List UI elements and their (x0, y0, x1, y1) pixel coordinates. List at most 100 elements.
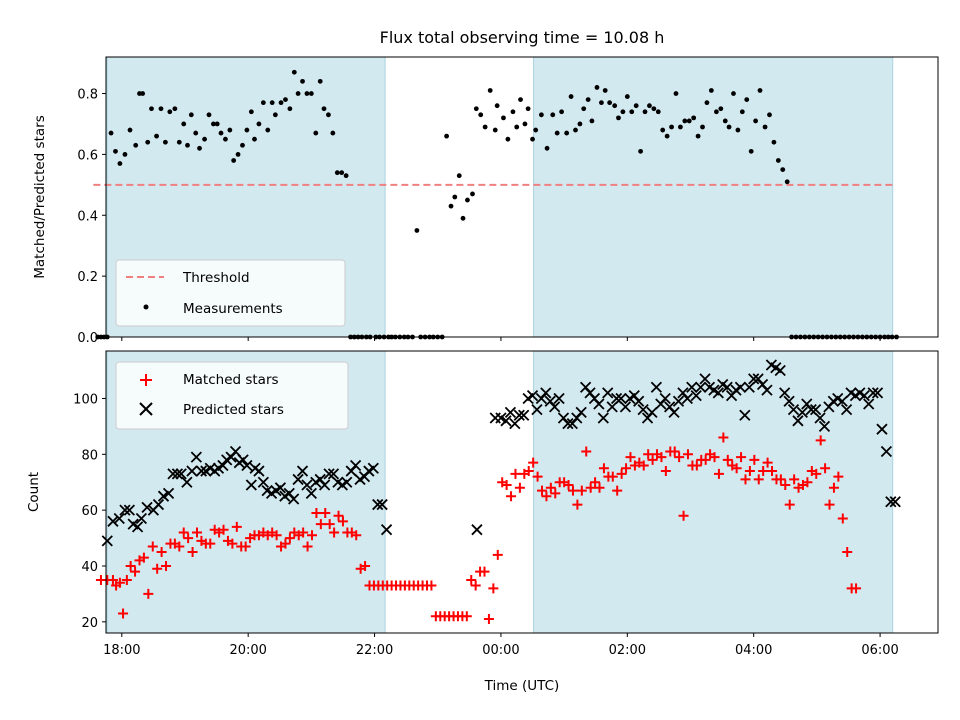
matched-star-point (789, 474, 800, 485)
predicted-star-point (305, 487, 318, 500)
measurement-point (568, 94, 574, 99)
measurement-point (612, 103, 618, 109)
predicted-star-point (739, 409, 751, 421)
legend-matched-label: Matched stars (183, 372, 279, 388)
measurement-point (193, 130, 199, 136)
observing-window-2 (533, 351, 893, 633)
legend-predicted-label: Predicted stars (183, 402, 284, 418)
measurement-point (260, 100, 266, 106)
predicted-star-point (774, 364, 786, 377)
matched-star-point (130, 566, 141, 577)
y-tick-label: 0.0 (77, 331, 98, 346)
measurement-point (581, 106, 587, 112)
predicted-star-point (181, 476, 193, 488)
measurement-point (510, 109, 516, 115)
predicted-star-point (659, 392, 671, 405)
predicted-star-point (292, 473, 304, 486)
measurement-point (775, 158, 781, 163)
measurement-point (700, 124, 705, 130)
y-tick-label: 20 (81, 616, 98, 631)
y-tick-label: 0.6 (77, 148, 98, 163)
predicted-star-point (175, 468, 187, 480)
measurement-point (448, 203, 454, 209)
measurement-point (624, 94, 630, 99)
predicted-star-point (119, 504, 131, 516)
matched-star-point (647, 454, 658, 465)
matched-star-point (333, 510, 344, 521)
matched-star-point (337, 516, 348, 527)
x-tick-label: 02:00 (609, 643, 646, 658)
predicted-star-point (575, 406, 587, 419)
matched-star-point (298, 527, 309, 538)
y-tick-label: 40 (81, 560, 98, 575)
measurement-point (784, 179, 790, 185)
predicted-star-point (323, 468, 335, 480)
y-tick-label: 0.8 (77, 88, 98, 103)
matched-star-point (736, 452, 747, 463)
predicted-star-point (787, 403, 800, 416)
matched-star-point (802, 477, 813, 488)
predicted-star-point (681, 392, 693, 405)
measurement-point (295, 91, 301, 96)
matched-star-point (713, 468, 724, 479)
predicted-star-point (195, 465, 208, 477)
matched-star-point (360, 560, 371, 571)
measurement-point (256, 121, 262, 127)
measurement-point (465, 197, 470, 203)
matched-star-point (590, 477, 601, 488)
predicted-star-point (518, 409, 530, 421)
observing-window-2 (533, 57, 893, 337)
predicted-star-point (619, 401, 632, 413)
measurement-point (602, 88, 608, 93)
measurement-point (544, 145, 550, 151)
measurement-point (272, 112, 278, 118)
predicted-star-point (135, 512, 148, 525)
predicted-star-point (867, 387, 879, 399)
matched-star-point (174, 541, 185, 552)
predicted-star-point (241, 459, 253, 472)
measurement-point (589, 118, 595, 124)
predicted-star-point (526, 390, 539, 402)
matched-star-point (616, 468, 627, 479)
matched-star-point (780, 480, 791, 491)
predicted-star-point (672, 395, 685, 407)
predicted-star-point (885, 496, 897, 508)
measurement-point (334, 170, 340, 176)
matched-star-point (271, 530, 282, 541)
measurement-point (414, 228, 420, 233)
y-tick-label: 0.2 (77, 270, 98, 285)
predicted-star-point (699, 373, 711, 385)
measurement-point (655, 109, 661, 115)
measurement-point (482, 124, 488, 130)
measurement-point (145, 139, 151, 145)
predicted-star-point (809, 403, 822, 416)
matched-star-point (231, 521, 242, 532)
matched-star-point (572, 499, 583, 510)
chart-title: Flux total observing time = 10.08 h (380, 28, 665, 47)
matched-star-point (532, 471, 543, 482)
measurement-point (313, 130, 319, 136)
predicted-star-point (792, 415, 804, 427)
matched-star-point (621, 463, 632, 474)
matched-star-point (660, 466, 671, 477)
predicted-star-point (471, 524, 483, 536)
measurement-point (686, 118, 692, 124)
predicted-star-point (646, 406, 658, 419)
matched-star-point (550, 488, 561, 499)
predicted-star-point (606, 401, 618, 413)
matched-star-point (492, 549, 503, 560)
measurement-point (211, 121, 216, 127)
measurement-point (248, 109, 254, 115)
matched-star-point (479, 566, 490, 577)
measurement-point (744, 97, 750, 103)
measurement-point (265, 127, 271, 133)
matched-star-point (656, 452, 667, 463)
predicted-star-point (783, 395, 795, 407)
measurement-point (718, 106, 724, 112)
predicted-star-point (513, 409, 525, 421)
matched-star-point (811, 468, 822, 479)
predicted-star-point (531, 403, 543, 416)
measurement-point (691, 115, 697, 121)
matched-star-point (114, 577, 125, 588)
matched-legend-swatch (140, 374, 152, 386)
